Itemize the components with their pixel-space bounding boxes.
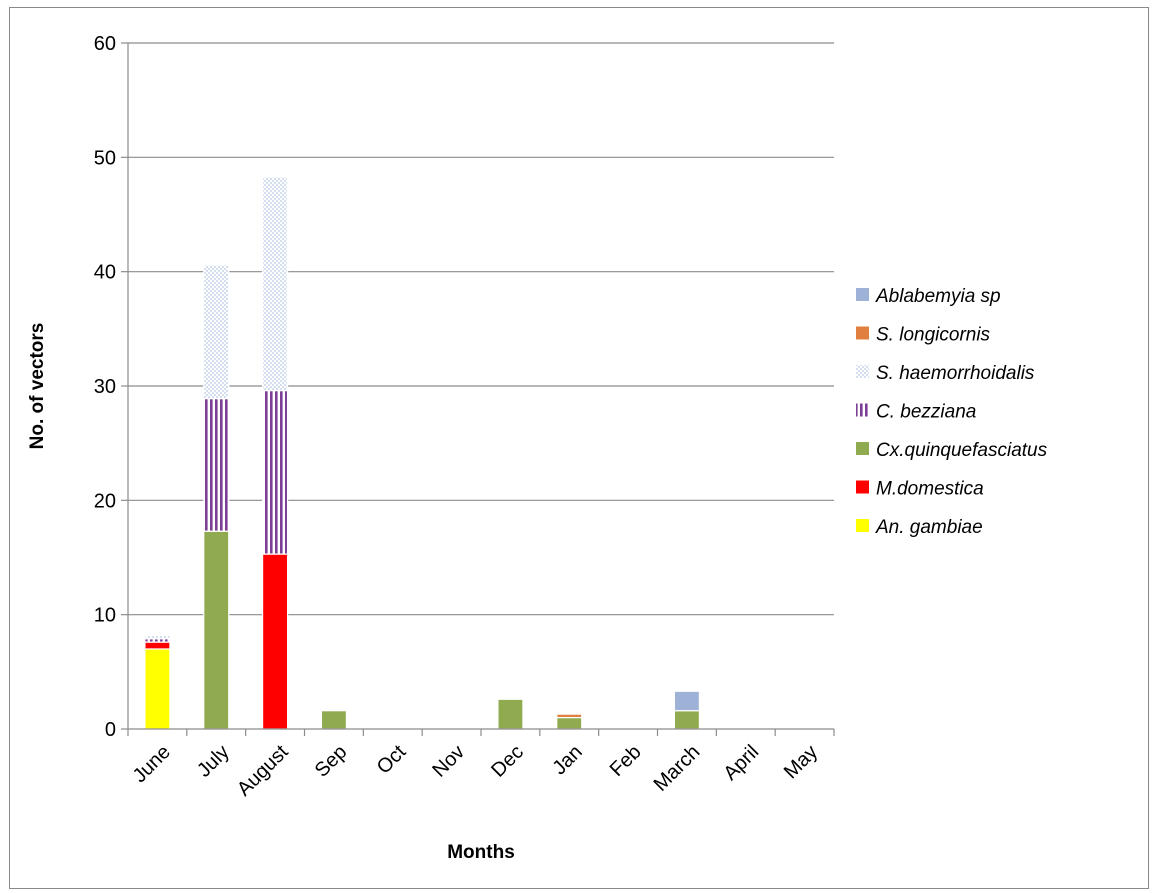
x-tick-label-oct: Oct — [373, 741, 411, 779]
bar-august-m-domestica — [261, 553, 289, 730]
gridlines — [128, 42, 834, 616]
y-tick-label-10: 10 — [94, 605, 116, 627]
y-tick-label-30: 30 — [94, 376, 116, 398]
y-tick-label-60: 60 — [94, 33, 116, 55]
bar-sep-cx-quinquefasciatus — [320, 710, 348, 730]
bars — [144, 176, 701, 730]
legend-label-an-gambiae: An. gambiae — [875, 517, 983, 538]
legend-label-cx-quinquefasciatus: Cx.quinquefasciatus — [876, 440, 1048, 461]
y-tick-labels: 0 10 20 30 40 50 60 — [94, 33, 116, 741]
legend: Ablabemyia sp S. longicornis S. haemorrhoi… — [856, 286, 1048, 538]
x-tick-label-may: May — [780, 741, 822, 783]
y-tick-label-40: 40 — [94, 262, 116, 284]
legend-swatch-cx-quinquefasciatus — [856, 442, 869, 455]
x-tick-label-june: June — [129, 741, 175, 787]
x-tick-label-feb: Feb — [606, 741, 646, 781]
x-tick-label-jan: Jan — [548, 741, 586, 779]
bar-june-s-haemorrhoidalis — [144, 634, 171, 640]
x-tick-label-april: April — [719, 741, 763, 785]
bar-june-m-domestica — [144, 641, 171, 650]
legend-label-s-haemorrhoidalis: S. haemorrhoidalis — [876, 363, 1035, 384]
legend-swatch-s-longicornis — [856, 326, 869, 340]
x-tick-label-march: March — [650, 741, 705, 796]
x-tick-labels: June July August Sep Oct Nov Dec Jan Feb March Apr… — [129, 741, 822, 801]
legend-label-c-bezziana: C. bezziana — [876, 402, 976, 423]
legend-swatch-c-bezziana — [856, 403, 869, 417]
legend-swatch-ablabemyia-sp — [856, 288, 869, 301]
bar-july-c-bezziana — [203, 397, 230, 532]
y-tick-label-0: 0 — [105, 719, 116, 741]
bar-jan-s-longicornis — [556, 713, 583, 719]
bar-august-s-haemorrhoidalis — [261, 176, 289, 392]
legend-label-s-longicornis: S. longicornis — [876, 325, 991, 346]
bar-march-ablabemyia-sp — [673, 690, 701, 712]
x-tick-label-july: July — [193, 741, 234, 782]
x-tick-label-sep: Sep — [311, 741, 352, 782]
legend-swatch-an-gambiae — [856, 519, 869, 532]
bar-august-c-bezziana — [261, 389, 289, 555]
legend-swatch-m-domestica — [856, 480, 869, 494]
chart-frame — [9, 7, 1149, 889]
y-tick-label-50: 50 — [94, 147, 116, 169]
bar-dec-cx-quinquefasciatus — [497, 698, 524, 730]
bar-july-cx-quinquefasciatus — [203, 530, 230, 730]
legend-label-m-domestica: M.domestica — [876, 479, 984, 500]
x-tick-label-dec: Dec — [487, 741, 528, 782]
bar-july-s-haemorrhoidalis — [203, 264, 230, 400]
legend-label-ablabemyia-sp: Ablabemyia sp — [875, 286, 1001, 307]
legend-swatch-s-haemorrhoidalis — [856, 365, 869, 378]
y-axis-title: No. of vectors — [27, 323, 48, 450]
x-tick-label-august: August — [233, 741, 293, 801]
bar-jan-cx-quinquefasciatus — [556, 716, 583, 730]
bar-june-an-gambiae — [144, 648, 171, 730]
y-tick-label-20: 20 — [94, 490, 116, 512]
bar-march-cx-quinquefasciatus — [673, 710, 701, 730]
x-axis-title: Months — [447, 842, 515, 863]
axes — [121, 42, 835, 736]
x-tick-label-nov: Nov — [428, 741, 469, 782]
